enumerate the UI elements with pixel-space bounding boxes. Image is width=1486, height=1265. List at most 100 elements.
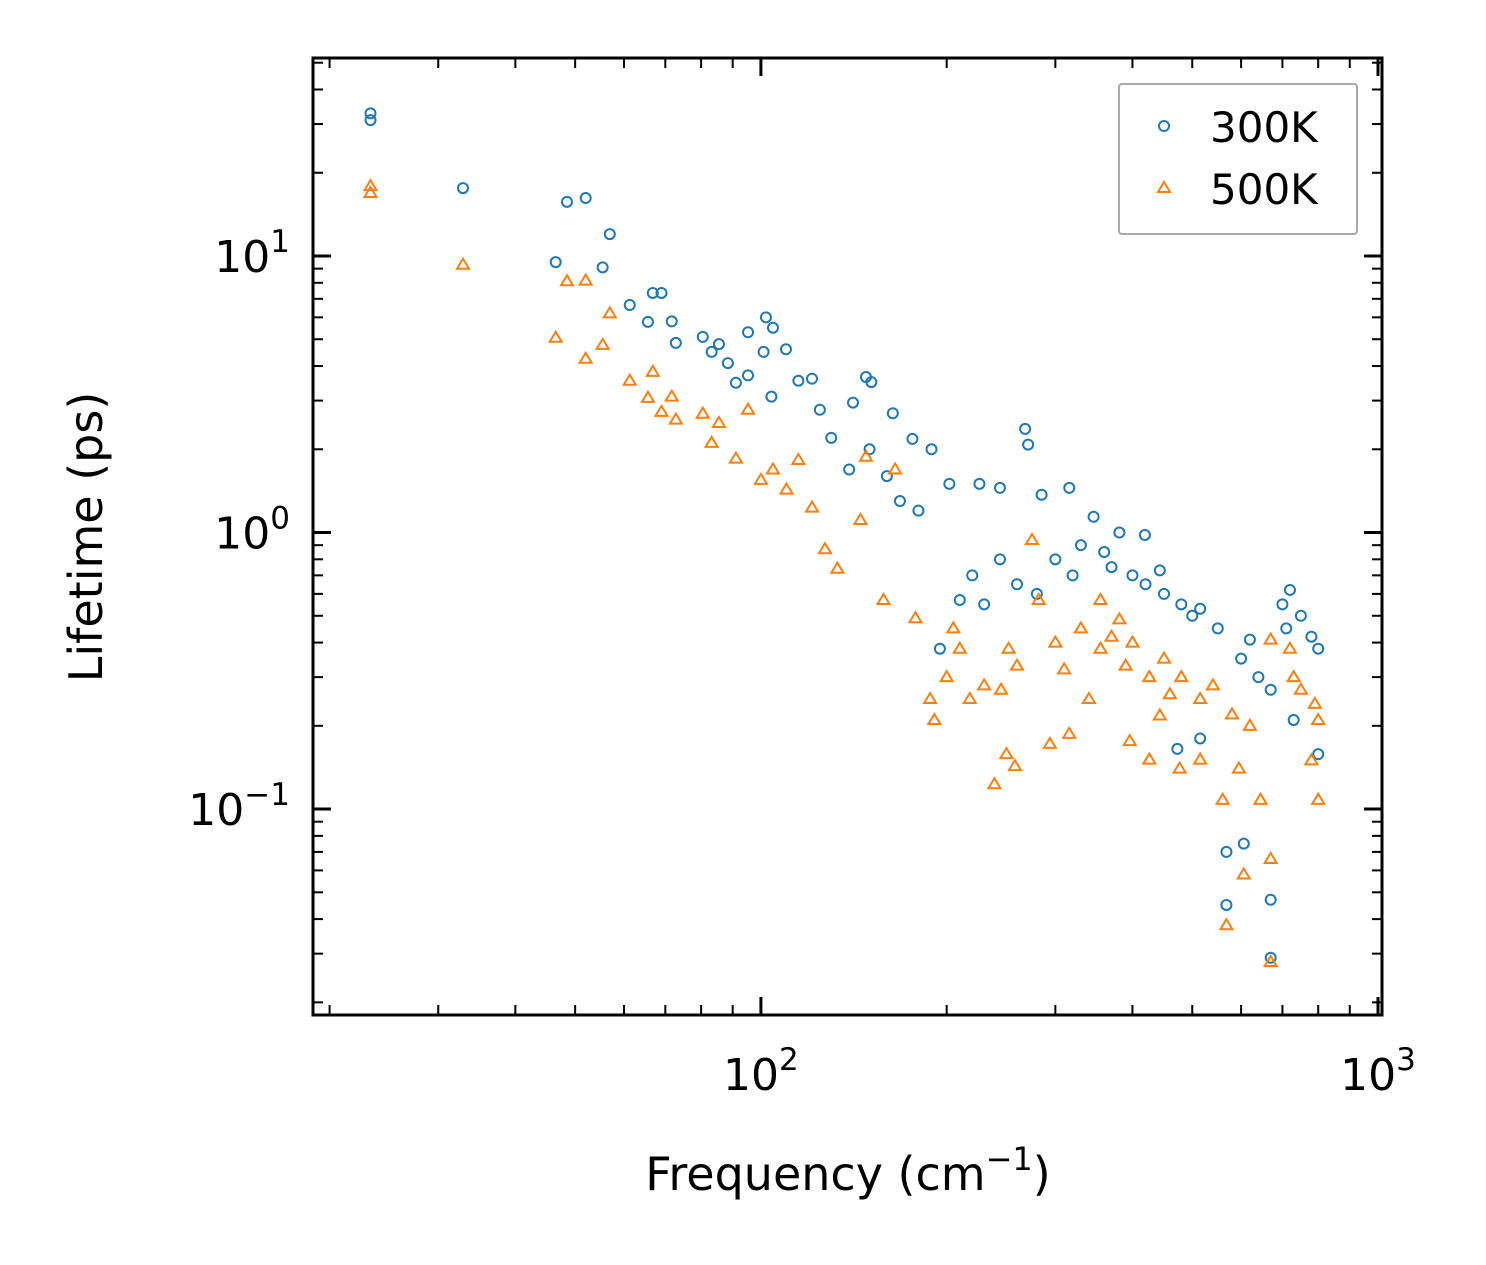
data-point [778,481,795,495]
data-point [757,345,770,358]
data-point [962,691,978,705]
data-point [1171,742,1184,755]
data-point [645,363,661,377]
data-point [1305,630,1318,643]
data-point [711,415,727,428]
data-point [765,461,781,475]
data-point [813,403,826,416]
data-point [1030,592,1047,606]
data-point [817,541,833,555]
data-point [1312,642,1325,655]
data-point [1235,652,1248,665]
x-axis-ticks: 102 103 [723,58,1416,1101]
data-point [1211,622,1224,635]
data-point [1124,634,1141,648]
legend-marker-300k [1158,120,1170,132]
plot-frame [311,56,1384,1017]
x-tick-label: 103 [1340,1042,1416,1101]
data-point [1205,677,1221,691]
data-point [594,336,611,350]
data-point [1087,510,1100,523]
data-point [1007,758,1023,772]
data-point [986,776,1003,790]
data-point [1022,438,1035,451]
data-point [1252,671,1265,684]
data-point [1171,760,1188,774]
data-point [1285,669,1302,683]
data-point [559,273,575,287]
data-point [1141,751,1158,765]
data-point [1173,669,1190,683]
data-point [1152,707,1168,721]
legend-marker-500k [1156,180,1172,193]
data-point [547,329,564,343]
data-point [1192,751,1208,765]
data-point [1264,683,1277,696]
data-point [1092,640,1109,654]
data-point [1035,488,1048,501]
data-point [926,712,943,725]
legend-label-300k: 300K [1210,103,1319,152]
data-point [1081,691,1097,705]
data-point [1024,532,1040,545]
data-point [1156,650,1172,664]
data-point [953,594,966,607]
data-point [696,330,709,343]
data-point [1139,578,1152,591]
data-point [1105,561,1118,574]
y-tick-label: 101 [214,224,290,283]
data-point [1287,713,1300,726]
data-point [1158,587,1171,600]
data-point [1063,481,1076,494]
data-point [865,376,878,389]
data-point [742,326,755,339]
y-tick-label: 10−1 [188,777,290,836]
data-point [729,376,742,389]
data-point [577,350,594,364]
data-point [966,569,979,582]
data-point [603,228,616,241]
data-point [1074,539,1087,552]
data-point [653,403,670,417]
data-point [938,669,955,683]
data-point [933,642,946,655]
data-point [1294,609,1307,622]
data-point [843,463,856,476]
data-point [1009,657,1025,671]
data-point [943,477,956,490]
data-points [362,107,1326,967]
data-point [829,560,846,574]
data-point [907,610,924,624]
data-point [602,305,618,319]
data-point [846,396,859,409]
data-point [906,432,919,445]
data-point [1092,592,1109,606]
data-point [646,286,659,299]
data-point [978,598,991,611]
data-point [1282,640,1298,654]
data-point [1310,712,1326,725]
data-point [1138,528,1151,541]
data-point [740,401,756,415]
data-point [668,411,684,425]
data-point [721,357,734,370]
series-500k [362,178,1326,967]
y-axis-label: Lifetime (ps) [59,392,113,683]
data-point [1194,732,1207,745]
data-point [790,452,807,465]
data-point [641,315,654,328]
data-point [792,374,805,387]
data-point [945,620,962,634]
y-tick-label: 100 [214,501,290,560]
legend: 300K 500K [1118,83,1358,235]
data-point [804,499,820,513]
data-point [362,178,379,192]
data-point [1310,791,1326,805]
data-point [1220,845,1233,858]
data-point [1113,526,1126,539]
data-point [1192,691,1208,705]
data-point [742,369,755,382]
data-point [703,434,720,448]
data-point [1242,717,1258,731]
